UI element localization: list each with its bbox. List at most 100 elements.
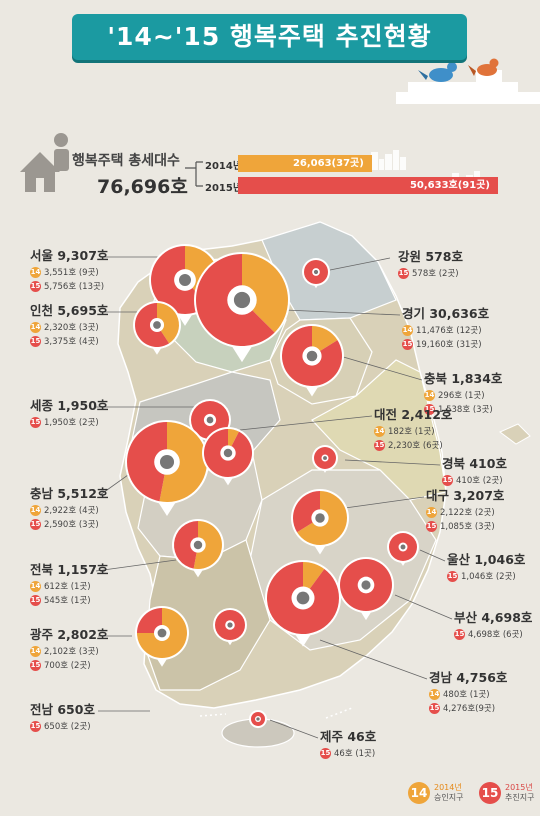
row-2015: 15 545호 (1곳) [30, 594, 108, 606]
badge-14: 14 [426, 506, 437, 518]
pie-pin-gyeongnam [265, 560, 341, 647]
value-2015: 410호 (2곳) [456, 476, 503, 486]
legend-year-2014: 2014년 [434, 783, 462, 792]
region-label-gyeonggi: 경기 30,636호 14 11,476호 (12곳) 15 19,160호 (31곳) [402, 303, 489, 350]
badge-14: 14 [30, 266, 41, 278]
row-2014: 14 11,476호 (12곳) [402, 324, 489, 336]
badge-14: 14 [402, 324, 413, 336]
pie-pin-jeju [249, 710, 267, 729]
region-name: 경남 4,756호 [429, 670, 508, 685]
row-2014: 14 480호 (1곳) [429, 688, 507, 700]
legend-year-2015: 2015년 [505, 783, 533, 792]
region-label-incheon: 인천 5,695호 14 2,320호 (3곳) 15 3,375호 (4곳) [30, 300, 108, 347]
region-name: 전북 1,157호 [30, 562, 109, 577]
badge-15: 15 [424, 403, 435, 415]
pie-slice-2014 [157, 303, 180, 344]
row-2014: 14 2,922호 (4곳) [30, 504, 108, 516]
pie-pin-daegu [291, 489, 349, 555]
year-label-2015: 2015년 [205, 183, 243, 194]
row-2014: 14 2,102호 (3곳) [30, 645, 108, 657]
region-label-gangwon: 강원 578호 15 578호 (2곳) [398, 246, 463, 279]
pie-pin-daejeon [202, 427, 254, 486]
badge-15: 15 [442, 474, 453, 486]
badge-15: 15 [447, 570, 458, 582]
region-label-jeonnam: 전남 650호 15 650호 (2곳) [30, 699, 95, 732]
pie-pin-jeonbuk [172, 519, 224, 578]
value-2015: 19,160호 (31곳) [416, 340, 482, 350]
value-2014: 11,476호 (12곳) [416, 326, 482, 336]
pie-pin-chungbuk [280, 324, 344, 397]
region-name: 부산 4,698호 [454, 610, 533, 625]
value-2014: 2,922호 (4곳) [44, 506, 99, 516]
pie-slice-2014 [242, 254, 289, 333]
row-2015: 15 1,085호 (3곳) [426, 520, 504, 532]
row-2015: 15 4,698호 (6곳) [454, 628, 532, 640]
bar-2015: 50,633호(91곳) [238, 177, 498, 194]
badge-14: 14 [30, 645, 41, 657]
region-label-ulsan: 울산 1,046호 15 1,046호 (2곳) [447, 549, 525, 582]
year-label-2014: 2014년 [205, 161, 243, 172]
row-2015: 15 1,046호 (2곳) [447, 570, 525, 582]
row-2015: 15 650호 (2곳) [30, 720, 95, 732]
region-label-chungbuk: 충북 1,834호 14 296호 (1곳) 15 1,538호 (3곳) [424, 368, 502, 415]
pie-slice-2014 [312, 326, 338, 356]
legend-2014: 14 2014년 승인지구 [408, 782, 463, 804]
total-households-value: 76,696호 [97, 176, 188, 198]
legend-2015: 15 2015년 추진지구 [479, 782, 534, 804]
bird-icon [418, 62, 457, 82]
badge-15: 15 [30, 720, 41, 732]
badge-15: 15 [30, 659, 41, 671]
region-name: 광주 2,802호 [30, 627, 109, 642]
row-2015: 15 5,756호 (13곳) [30, 280, 108, 292]
badge-15: 15 [30, 416, 41, 428]
region-name: 서울 9,307호 [30, 248, 109, 263]
value-2015: 4,276호(9곳) [443, 704, 496, 714]
region-label-jeonbuk: 전북 1,157호 14 612호 (1곳) 15 545호 (1곳) [30, 559, 108, 606]
value-2015: 650호 (2곳) [44, 722, 91, 732]
row-2015: 15 2,590호 (3곳) [30, 518, 108, 530]
region-name: 경기 30,636호 [402, 306, 490, 321]
value-2014: 182호 (1곳) [388, 427, 435, 437]
badge-14: 14 [374, 425, 385, 437]
bar-value-2015: 50,633호(91곳) [409, 180, 490, 191]
row-2015: 15 410호 (2곳) [442, 474, 507, 486]
bar-value-2014: 26,063(37곳) [292, 158, 364, 169]
badge-14: 14 [424, 389, 435, 401]
region-name: 인천 5,695호 [30, 303, 109, 318]
badge-15: 15 [320, 747, 331, 759]
value-2014: 2,102호 (3곳) [44, 647, 99, 657]
pie-pin-ulsan [387, 531, 419, 566]
value-2014: 2,122호 (2곳) [440, 508, 495, 518]
value-2015: 1,046호 (2곳) [461, 572, 516, 582]
row-2015: 15 1,538호 (3곳) [424, 403, 502, 415]
pie-slice-2015 [127, 422, 167, 502]
pie-pin-chungnam [125, 420, 209, 516]
value-2014: 2,320호 (3곳) [44, 323, 99, 333]
bird-icon [468, 58, 499, 76]
pie-pin-jeonnam [213, 608, 247, 646]
pie-pin-gyeongbuk [312, 445, 338, 473]
row-2014: 14 3,551호 (9곳) [30, 266, 108, 278]
region-name: 대구 3,207호 [426, 488, 505, 503]
region-label-chungnam: 충남 5,512호 14 2,922호 (4곳) 15 2,590호 (3곳) [30, 483, 108, 530]
pie-pin-gwangju [135, 606, 189, 667]
region-name: 강원 578호 [398, 249, 463, 264]
row-2015: 15 578호 (2곳) [398, 267, 463, 279]
value-2015: 3,375호 (4곳) [44, 337, 99, 347]
region-name: 대전 2,412호 [374, 407, 453, 422]
region-label-gwangju: 광주 2,802호 14 2,102호 (3곳) 15 700호 (2곳) [30, 624, 108, 671]
pie-pin-gyeonggi [194, 252, 290, 363]
legend-badge-15: 15 [479, 782, 501, 804]
row-2014: 14 612호 (1곳) [30, 580, 108, 592]
value-2015: 1,085호 (3곳) [440, 522, 495, 532]
region-name: 세종 1,950호 [30, 398, 109, 413]
row-2015: 15 2,230호 (6곳) [374, 439, 452, 451]
pie-pin-gangwon [302, 258, 330, 289]
badge-15: 15 [30, 280, 41, 292]
badge-15: 15 [429, 702, 440, 714]
region-label-daejeon: 대전 2,412호 14 182호 (1곳) 15 2,230호 (6곳) [374, 404, 452, 451]
badge-15: 15 [30, 518, 41, 530]
region-label-busan: 부산 4,698호 15 4,698호 (6곳) [454, 607, 532, 640]
